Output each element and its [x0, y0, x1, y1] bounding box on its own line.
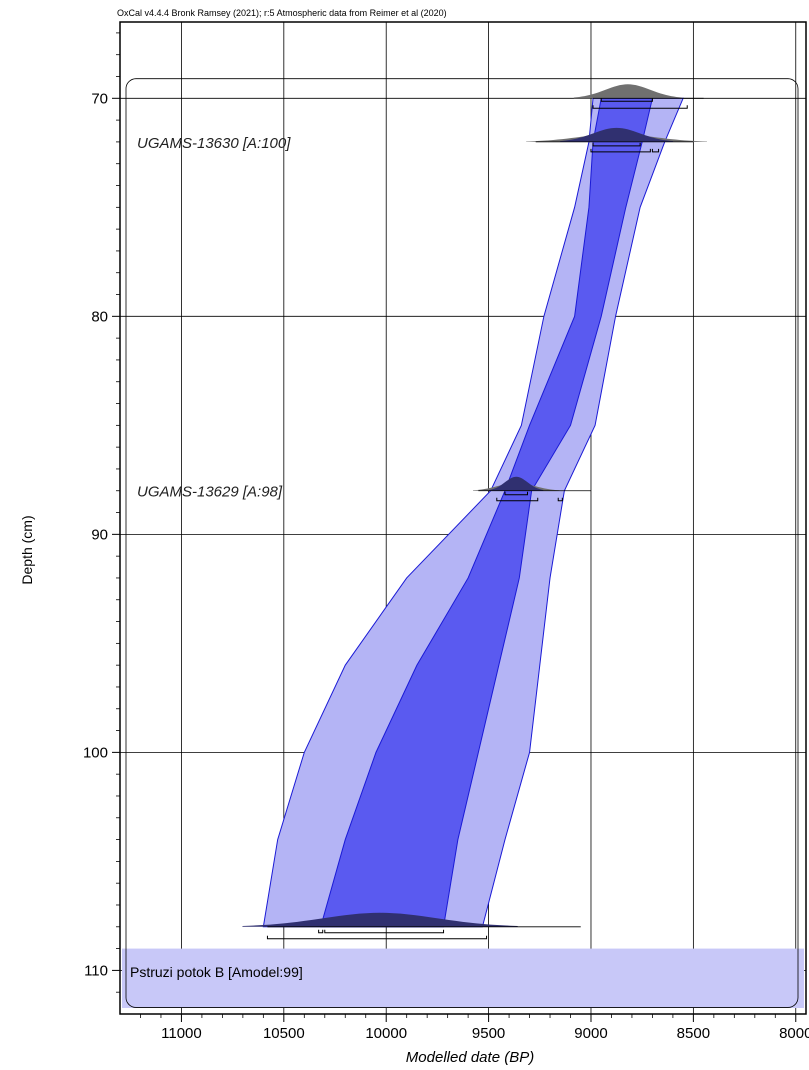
- age-depth-bands: [262, 97, 684, 928]
- sample-label: UGAMS-13630 [A:100]: [137, 135, 291, 152]
- top-boundary-68-bracket: [600, 98, 653, 102]
- y-tick-label: 80: [91, 308, 108, 325]
- sample-68-bracket: [592, 142, 641, 147]
- x-tick-label: 10000: [365, 1025, 407, 1042]
- bottom-boundary-distribution: [242, 912, 518, 927]
- top-boundary-95-bracket: [592, 105, 688, 109]
- sample-95-bracket: [496, 497, 539, 502]
- plot-frame-group: [119, 21, 807, 1015]
- x-tick-label: 9500: [472, 1025, 505, 1042]
- sample-modelled-distribution: [489, 476, 544, 491]
- sequence-band: [122, 948, 804, 1008]
- x-tick-label: 11000: [161, 1025, 202, 1042]
- plot-frame: [119, 21, 807, 1015]
- y-tick-label: 70: [91, 90, 108, 107]
- axis-ticks: 11000 10500 10000 9500 9000 8500 8000 70 80 90 100…: [83, 32, 809, 1042]
- bottom-boundary-95-bracket: [266, 935, 488, 940]
- x-tick-label: 10500: [263, 1025, 305, 1042]
- x-axis-label: Modelled date (BP): [406, 1049, 534, 1066]
- y-tick-label: 90: [91, 526, 108, 543]
- sample-marks: UGAMS-13630 [A:100] UGAMS-13629 [A:98]: [137, 84, 708, 940]
- bottom-boundary-68-bracket: [318, 929, 324, 934]
- y-tick-label: 110: [84, 962, 108, 979]
- sequence-group: Pstruzi potok B [Amodel:99]: [122, 78, 804, 1008]
- sample-label: UGAMS-13629 [A:98]: [137, 484, 283, 501]
- credit-text: OxCal v4.4.4 Bronk Ramsey (2021); r:5 At…: [117, 8, 447, 18]
- sequence-label: Pstruzi potok B [Amodel:99]: [130, 964, 303, 980]
- x-tick-label: 9000: [574, 1025, 607, 1042]
- y-axis-label: Depth (cm): [19, 515, 35, 584]
- x-tick-label: 8500: [677, 1025, 710, 1042]
- sequence-bracket-box: [125, 78, 799, 1008]
- y-tick-label: 100: [83, 744, 108, 761]
- top-boundary-distribution: [573, 84, 682, 99]
- sample-68-bracket: [504, 491, 529, 496]
- sample-95-bracket: [590, 148, 651, 153]
- sample-95-bracket: [557, 497, 563, 502]
- sample-modelled-distribution: [560, 127, 674, 142]
- sample-95-bracket: [651, 148, 660, 153]
- bottom-boundary-68-bracket: [324, 929, 445, 934]
- x-tick-label: 8000: [779, 1025, 809, 1042]
